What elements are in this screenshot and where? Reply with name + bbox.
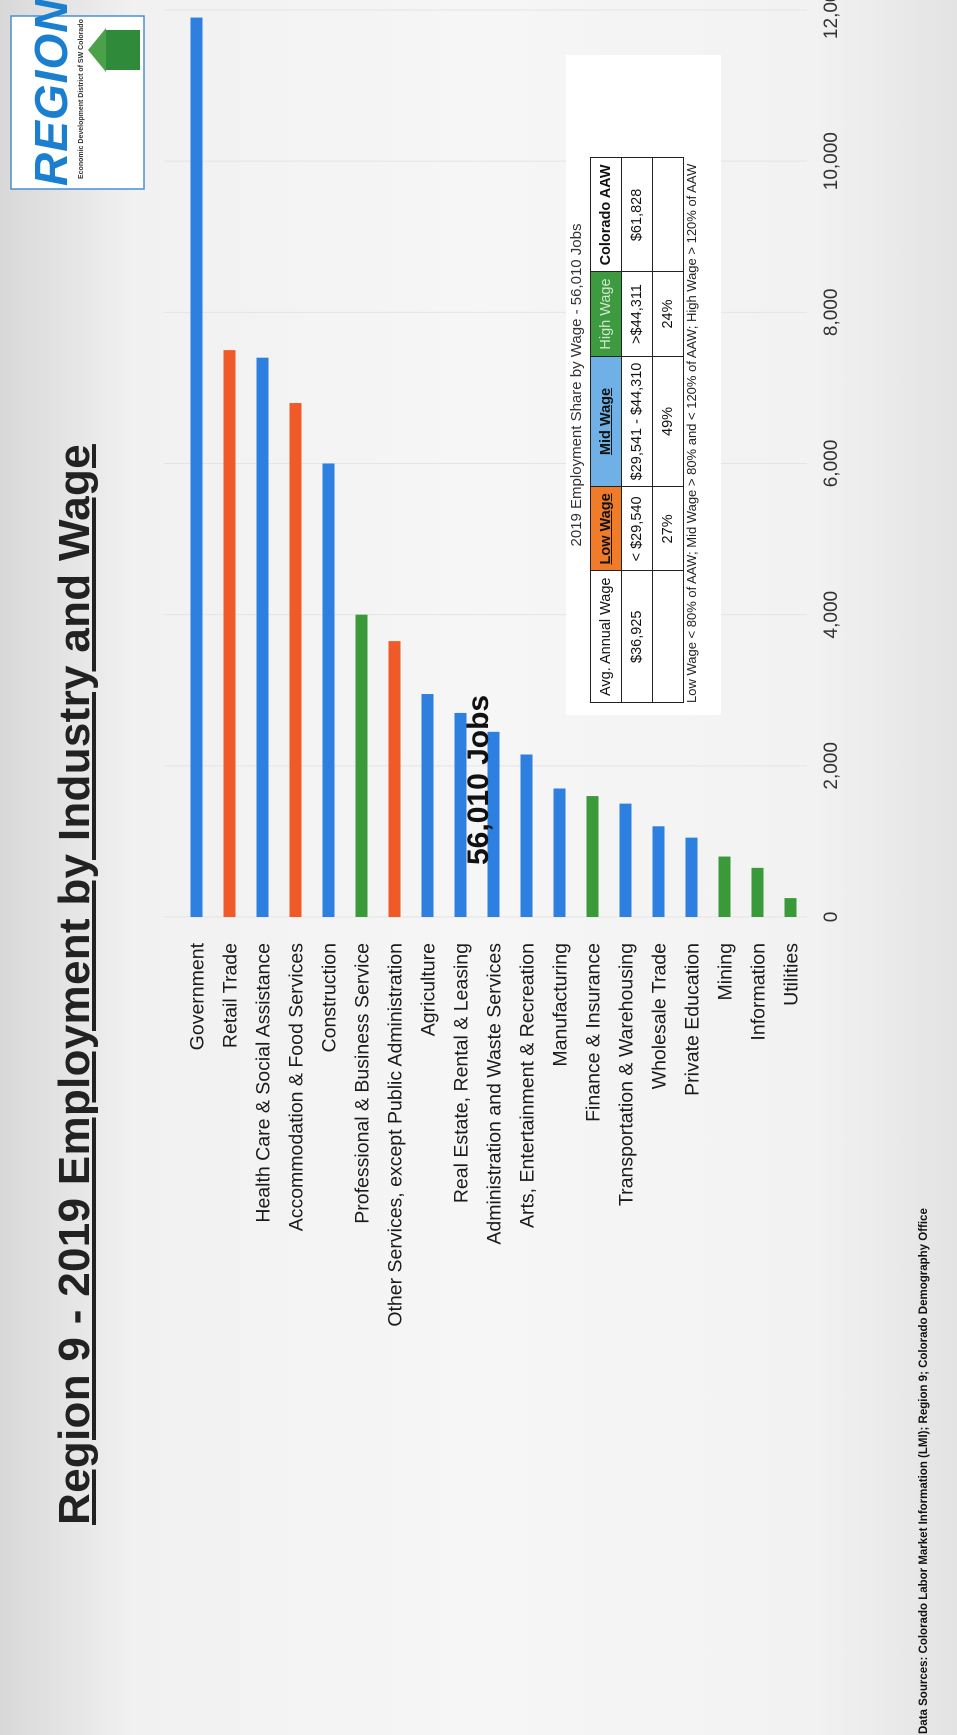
category-label: Other Services, except Public Administra… [385,943,407,1327]
category-label: Construction [319,943,341,1052]
category-label: Professional & Business Service [352,943,374,1224]
wage-table-header-row: Avg. Annual Wage Low Wage Mid Wage High … [590,157,622,703]
mid-wage-range: $29,541 - $44,310 [621,356,653,487]
bar [289,403,302,917]
header-high-wage: High Wage [590,271,622,357]
x-tick-label: 6,000 [821,440,842,488]
x-tick-label: 8,000 [821,289,842,337]
bar [586,796,599,917]
high-wage-share: 24% [652,271,684,357]
category-label: Real Estate, Rental & Leasing [451,943,473,1203]
bar [652,826,665,917]
category-label: Private Education [682,943,704,1096]
gridlines [164,9,807,918]
category-label: Information [748,943,770,1041]
bar [685,837,698,917]
wage-table-caption: 2019 Employment Share by Wage - 56,010 J… [568,223,585,547]
share-empty-cell [652,571,684,703]
category-label: Administration and Waste Services [484,943,506,1245]
avg-annual-wage-value: $36,925 [621,571,653,703]
data-source-note: Data Sources: Colorado Labor Market Info… [918,1208,930,1734]
logo-subtitle: Economic Development District of SW Colo… [78,19,85,179]
wage-share-table-panel: 2019 Employment Share by Wage - 56,010 J… [566,55,721,715]
category-label: Utilities [781,943,803,1006]
bar [256,357,269,917]
wage-table: Avg. Annual Wage Low Wage Mid Wage High … [590,157,684,703]
category-label: Government [187,942,209,1050]
header-colorado-aaw: Colorado AAW [590,157,622,272]
region9-logo [10,15,145,190]
category-label: Arts, Entertainment & Recreation [517,943,539,1228]
category-label: Mining [715,943,737,1000]
bar [421,694,434,917]
bar [520,754,533,917]
mid-wage-share: 49% [652,356,684,487]
header-low-wage: Low Wage [590,486,622,571]
bar [190,17,203,917]
low-wage-range: < $29,540 [621,486,653,571]
bar [322,463,335,917]
category-label: Accommodation & Food Services [286,943,308,1232]
share-empty-cell-2 [652,157,684,272]
header-avg-annual-wage: Avg. Annual Wage [590,571,622,703]
bar [751,867,764,917]
header-mid-wage: Mid Wage [590,356,622,487]
wage-table-values-row: $36,925 < $29,540 $29,541 - $44,310 >$44… [621,157,653,703]
category-label: Transportation & Warehousing [616,943,638,1206]
bar [487,731,500,917]
low-wage-share: 27% [652,486,684,571]
bar [355,614,368,917]
bar [784,898,797,917]
wage-definition-note: Low Wage < 80% of AAW; Mid Wage > 80% an… [684,163,699,703]
bar [718,856,731,917]
bar [619,803,632,917]
bar [553,788,566,917]
category-label: Agriculture [418,943,440,1036]
category-label: Manufacturing [550,943,572,1067]
category-label: Wholesale Trade [649,943,671,1089]
bars [190,17,797,917]
high-wage-range: >$44,311 [621,271,653,357]
x-axis-ticks: 0 2,000 4,000 6,000 8,000 10,000 12,000 [821,0,842,922]
x-tick-label: 4,000 [821,591,842,639]
category-label: Finance & Insurance [583,943,605,1122]
bar [223,350,236,917]
bar [454,712,467,917]
category-label: Retail Trade [220,943,242,1048]
bar [388,641,401,917]
x-tick-label: 10,000 [821,132,842,190]
wage-table-share-row: 27% 49% 24% [652,157,684,703]
x-tick-label: 0 [821,912,842,923]
category-labels: Government Retail Trade Health Care & Soci… [187,942,803,1326]
x-tick-label: 12,000 [821,0,842,39]
x-tick-label: 2,000 [821,742,842,790]
category-label: Health Care & Social Assistance [253,943,275,1223]
total-jobs-label: 56,010 Jobs [462,694,495,865]
logo-wordmark: REGION9 [25,0,77,186]
colorado-aaw-value: $61,828 [621,157,653,272]
